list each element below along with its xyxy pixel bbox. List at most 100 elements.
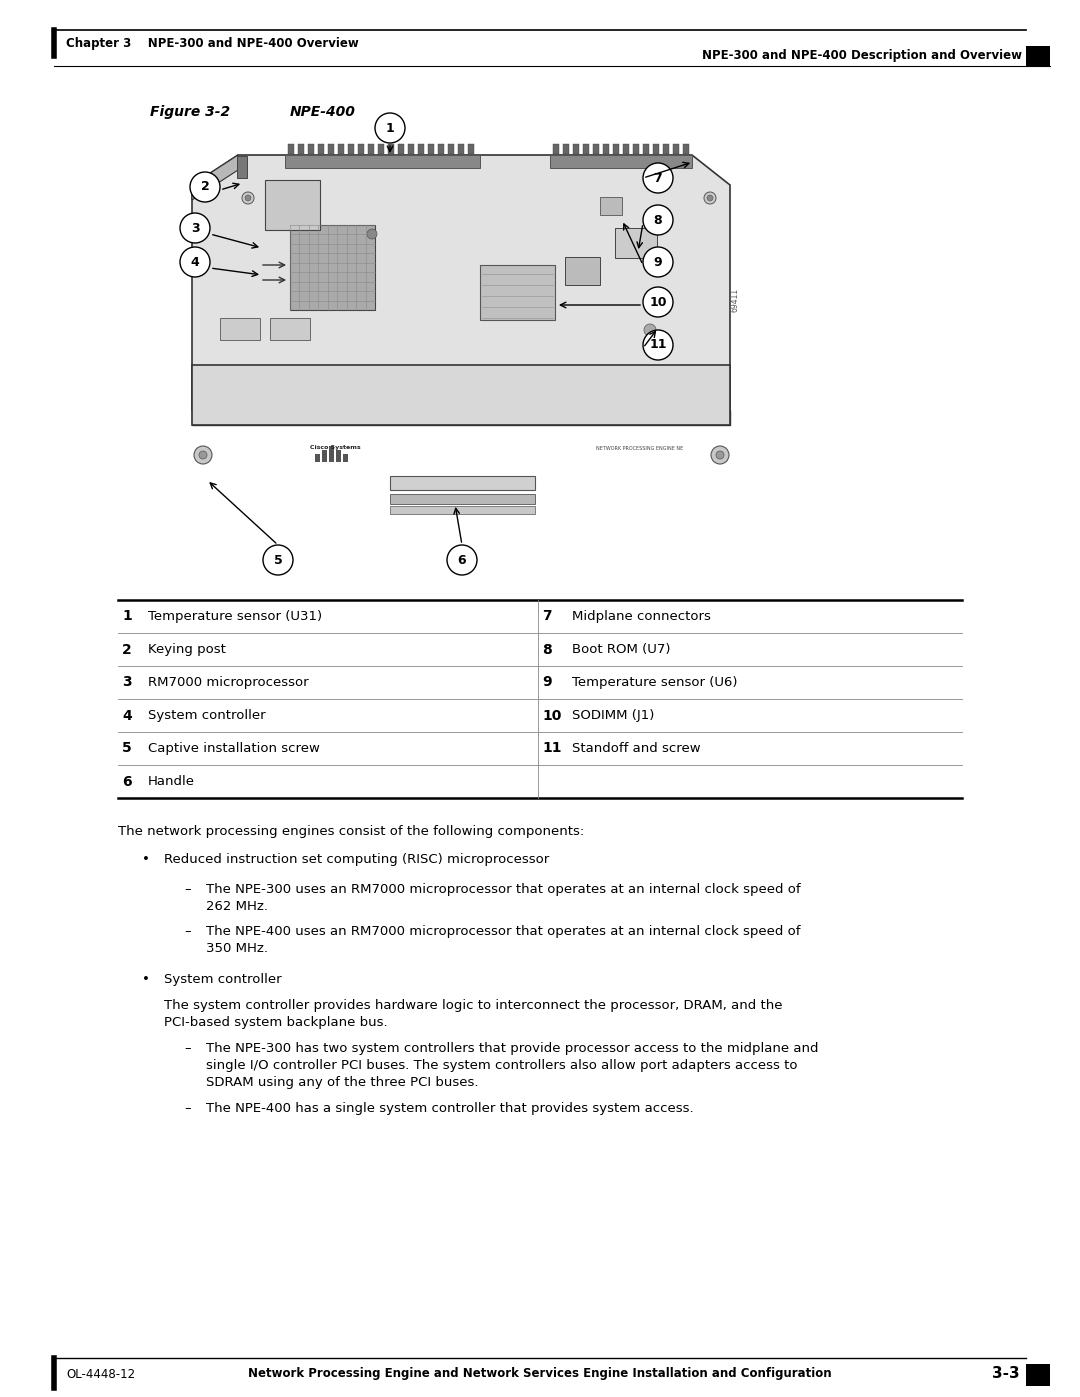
Polygon shape [192,409,730,425]
Text: 7: 7 [542,609,552,623]
Bar [288,144,294,154]
Circle shape [447,545,477,576]
Text: 5: 5 [122,742,132,756]
Bar [265,180,320,231]
Circle shape [242,191,254,204]
Text: 11: 11 [542,742,562,756]
Text: Network Processing Engine and Network Services Engine Installation and Configura: Network Processing Engine and Network Se… [248,1368,832,1380]
Text: NPE-400: NPE-400 [291,105,356,119]
Circle shape [704,191,716,204]
Bar [336,450,341,462]
Circle shape [716,451,724,460]
Bar [338,144,345,154]
Bar [315,454,320,462]
Bar [458,144,464,154]
Text: •: • [141,854,150,866]
Bar [418,144,424,154]
Bar [357,144,364,154]
Bar [390,506,535,514]
Text: The NPE-400 uses an RM7000 microprocessor that operates at an internal clock spe: The NPE-400 uses an RM7000 microprocesso… [206,925,800,937]
Text: 6: 6 [122,774,132,788]
Bar [322,450,327,462]
Text: Captive installation screw: Captive installation screw [148,742,320,754]
Bar [390,495,535,504]
Text: 3: 3 [191,222,200,235]
Bar [348,144,354,154]
Bar [553,144,559,154]
Circle shape [264,545,293,576]
Bar [237,156,247,177]
Bar [318,144,324,154]
Bar [390,476,535,490]
Bar [633,144,639,154]
Text: 2: 2 [122,643,132,657]
Text: –: – [184,925,191,937]
Text: –: – [184,1102,191,1115]
Circle shape [643,247,673,277]
Text: SODIMM (J1): SODIMM (J1) [572,710,654,722]
Text: System controller: System controller [164,972,282,986]
Circle shape [367,229,377,239]
Bar [298,144,303,154]
Bar [328,144,334,154]
Bar [643,144,649,154]
Text: PCI-based system backplane bus.: PCI-based system backplane bus. [164,1016,388,1030]
Bar [270,319,310,339]
Bar [565,257,600,285]
Bar [399,144,404,154]
Text: 4: 4 [122,708,132,722]
Text: –: – [184,1042,191,1055]
Polygon shape [192,155,730,409]
Text: 3-3: 3-3 [993,1366,1020,1382]
Circle shape [643,330,673,360]
Bar [683,144,689,154]
Bar [408,144,414,154]
Bar [593,144,599,154]
Text: System controller: System controller [148,710,266,722]
Circle shape [180,247,210,277]
Text: The NPE-300 has two system controllers that provide processor access to the midp: The NPE-300 has two system controllers t… [206,1042,819,1055]
Circle shape [194,446,212,464]
Text: 8: 8 [653,214,662,226]
Circle shape [245,196,251,201]
Bar [600,197,622,215]
Bar [448,144,454,154]
Text: The network processing engines consist of the following components:: The network processing engines consist o… [118,826,584,838]
Text: 9: 9 [653,256,662,268]
Bar [329,446,334,462]
Text: 11: 11 [649,338,666,352]
Circle shape [643,286,673,317]
Text: 1: 1 [386,122,394,134]
Text: SDRAM using any of the three PCI buses.: SDRAM using any of the three PCI buses. [206,1076,478,1090]
Text: Temperature sensor (U31): Temperature sensor (U31) [148,610,322,623]
Circle shape [644,324,656,337]
Text: 2: 2 [201,180,210,194]
Text: The NPE-300 uses an RM7000 microprocessor that operates at an internal clock spe: The NPE-300 uses an RM7000 microprocesso… [206,883,800,895]
Bar [613,144,619,154]
Bar [563,144,569,154]
Text: Cisco Systems: Cisco Systems [310,446,361,450]
Bar [603,144,609,154]
Bar [1026,1363,1050,1386]
Text: 3: 3 [122,676,132,690]
Bar [653,144,659,154]
Text: The NPE-400 has a single system controller that provides system access.: The NPE-400 has a single system controll… [206,1102,693,1115]
Text: Handle: Handle [148,775,195,788]
Text: Figure 3-2: Figure 3-2 [150,105,230,119]
Circle shape [375,113,405,142]
Text: Boot ROM (U7): Boot ROM (U7) [572,643,671,657]
Text: 7: 7 [653,172,662,184]
Bar [468,144,474,154]
Circle shape [711,446,729,464]
Text: 5: 5 [273,553,282,567]
Text: NPE-300 and NPE-400 Description and Overview: NPE-300 and NPE-400 Description and Over… [702,49,1022,61]
Polygon shape [285,155,480,168]
Text: Standoff and screw: Standoff and screw [572,742,701,754]
Text: •: • [141,972,150,986]
Text: Midplane connectors: Midplane connectors [572,610,711,623]
Bar [663,144,669,154]
Text: Chapter 3    NPE-300 and NPE-400 Overview: Chapter 3 NPE-300 and NPE-400 Overview [66,38,359,50]
Circle shape [643,205,673,235]
Circle shape [643,163,673,193]
Bar [291,225,375,310]
